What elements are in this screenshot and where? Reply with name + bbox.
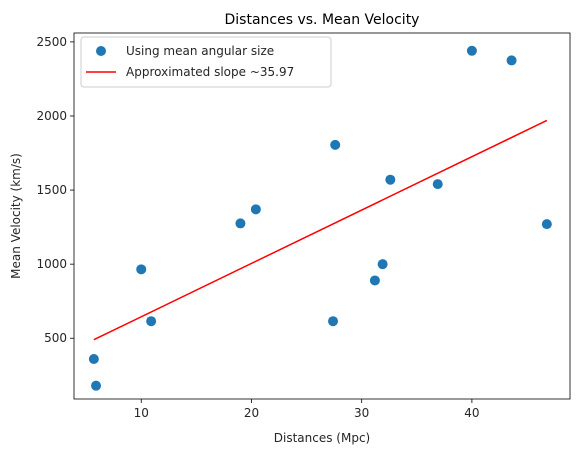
scatter-point [466, 45, 477, 56]
scatter-point [506, 55, 517, 66]
scatter-point [88, 353, 99, 364]
y-tick-label: 1000 [36, 257, 67, 271]
plot-area [88, 45, 552, 391]
fit-line [93, 119, 548, 341]
x-tick-label: 40 [464, 406, 479, 420]
legend-label-line: Approximated slope ~35.97 [126, 65, 294, 79]
legend-label-scatter: Using mean angular size [126, 44, 274, 58]
scatter-point [136, 264, 147, 275]
scatter-point [330, 139, 341, 150]
y-tick-label: 2000 [36, 109, 67, 123]
scatter-point [432, 179, 443, 190]
axis-ticks: 10 20 30 40 500 1000 1500 2000 2500 [36, 35, 479, 420]
legend-box [80, 36, 332, 88]
chart-title: Distances vs. Mean Velocity [225, 12, 420, 28]
y-tick-label: 1500 [36, 183, 67, 197]
scatter-point [146, 316, 157, 327]
y-tick-label: 2500 [36, 35, 67, 49]
plot-frame [73, 32, 571, 400]
legend-marker-scatter [96, 46, 106, 56]
scatter-point [328, 316, 339, 327]
scatter-point [377, 259, 388, 270]
y-tick-label: 500 [44, 331, 67, 345]
scatter-point [541, 219, 552, 230]
scatter-point [250, 204, 261, 215]
legend: Using mean angular size Approximated slo… [80, 36, 332, 88]
x-tick-label: 20 [244, 406, 259, 420]
x-tick-label: 30 [354, 406, 369, 420]
x-axis-label: Distances (Mpc) [274, 431, 370, 445]
y-axis-label: Mean Velocity (km/s) [9, 153, 23, 279]
x-tick-label: 10 [134, 406, 149, 420]
scatter-point [385, 174, 396, 185]
scatter-point [235, 218, 246, 229]
scatter-point [91, 380, 102, 391]
scatter-point [369, 275, 380, 286]
